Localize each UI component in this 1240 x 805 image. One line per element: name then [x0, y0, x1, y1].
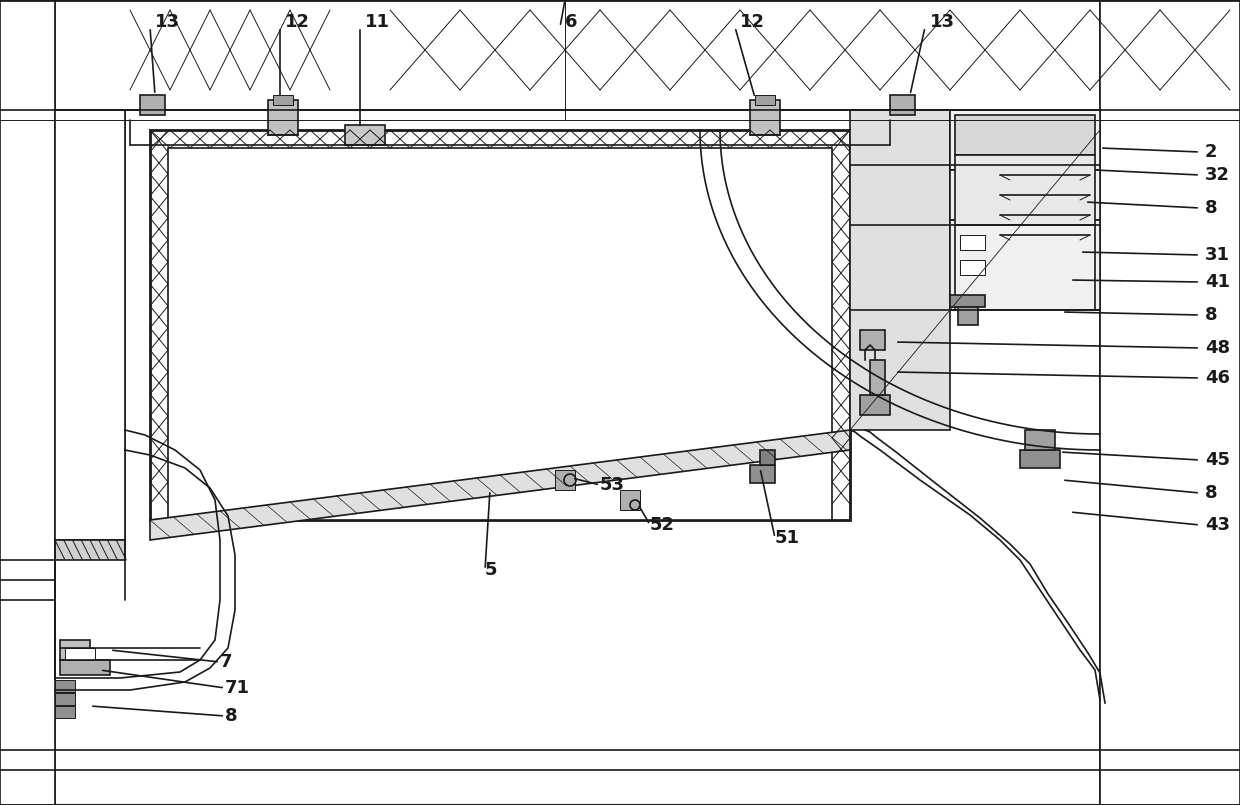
Text: 2: 2 — [1205, 143, 1218, 161]
Bar — [55, 110, 125, 540]
Bar — [959, 307, 978, 325]
Bar — [1021, 450, 1060, 468]
Bar — [0, 0, 55, 805]
Bar — [55, 706, 74, 718]
Text: 8: 8 — [1205, 484, 1218, 502]
Polygon shape — [55, 540, 125, 560]
Bar — [870, 360, 885, 395]
Bar — [55, 110, 125, 540]
Text: 13: 13 — [155, 13, 180, 31]
Text: 5: 5 — [485, 561, 497, 579]
Bar — [167, 148, 832, 520]
Bar — [150, 130, 849, 520]
Text: 52: 52 — [650, 516, 675, 534]
Bar — [750, 100, 780, 135]
Bar — [55, 693, 74, 705]
Bar — [1100, 0, 1240, 805]
Text: 48: 48 — [1205, 339, 1230, 357]
Bar — [60, 660, 110, 675]
Bar — [140, 95, 165, 115]
Bar — [755, 95, 775, 105]
Bar — [620, 490, 640, 510]
Bar — [0, 0, 55, 805]
Text: 13: 13 — [930, 13, 955, 31]
Bar — [950, 295, 985, 307]
Text: 31: 31 — [1205, 246, 1230, 264]
Text: 11: 11 — [365, 13, 391, 31]
Bar — [64, 648, 95, 660]
Bar — [760, 450, 775, 465]
Text: 6: 6 — [565, 13, 578, 31]
Bar — [273, 95, 293, 105]
Bar — [0, 0, 1240, 110]
Text: 8: 8 — [1205, 306, 1218, 324]
Bar — [1025, 430, 1055, 450]
Text: 71: 71 — [224, 679, 250, 697]
Text: 46: 46 — [1205, 369, 1230, 387]
Bar — [1100, 0, 1240, 805]
Bar — [345, 125, 384, 145]
Text: 7: 7 — [219, 653, 233, 671]
Text: 8: 8 — [1205, 199, 1218, 217]
Text: 41: 41 — [1205, 273, 1230, 291]
Text: 53: 53 — [600, 476, 625, 494]
Bar — [55, 680, 74, 692]
Bar — [861, 395, 890, 415]
Text: 45: 45 — [1205, 451, 1230, 469]
Text: 32: 32 — [1205, 166, 1230, 184]
Bar — [955, 225, 1095, 310]
Text: 43: 43 — [1205, 516, 1230, 534]
Bar — [955, 115, 1095, 155]
Text: 51: 51 — [775, 529, 800, 547]
Bar — [890, 95, 915, 115]
Bar — [849, 110, 950, 430]
Bar — [60, 640, 91, 660]
Bar — [960, 235, 985, 250]
Bar — [955, 155, 1095, 225]
Text: 8: 8 — [224, 707, 238, 725]
Bar — [950, 110, 1100, 170]
Text: 12: 12 — [285, 13, 310, 31]
Polygon shape — [150, 430, 849, 540]
Bar — [950, 170, 1100, 220]
Bar — [750, 465, 775, 483]
Bar — [861, 330, 885, 350]
Bar — [0, 0, 1240, 110]
Bar — [556, 470, 575, 490]
Bar — [950, 220, 1100, 310]
Bar — [960, 260, 985, 275]
Bar — [268, 100, 298, 135]
Text: 12: 12 — [740, 13, 765, 31]
